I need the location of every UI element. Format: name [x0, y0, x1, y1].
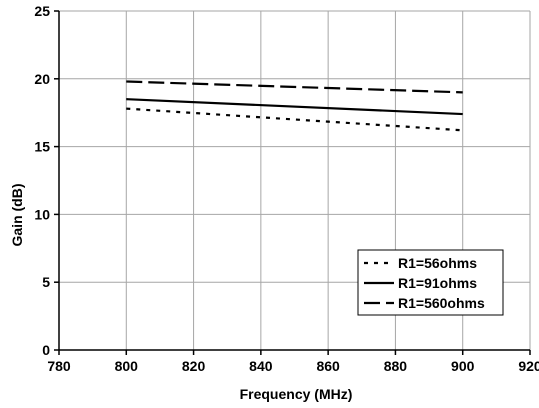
legend-label: R1=560ohms — [398, 295, 485, 311]
y-axis-title: Gain (dB) — [9, 184, 25, 247]
x-tick-label: 780 — [47, 358, 71, 374]
x-tick-label: 900 — [451, 358, 475, 374]
y-tick-label: 15 — [34, 139, 50, 155]
x-tick-label: 860 — [316, 358, 340, 374]
x-axis-title: Frequency (MHz) — [240, 386, 353, 402]
series-line-3 — [126, 80, 463, 94]
x-tick-label: 820 — [182, 358, 206, 374]
axes — [54, 10, 531, 355]
x-tick-label: 920 — [518, 358, 539, 374]
y-tick-label: 0 — [42, 342, 50, 358]
series-line-1 — [126, 107, 463, 132]
y-tick-label: 25 — [34, 3, 50, 19]
legend: R1=56ohms R1=91ohms R1=560ohms — [357, 249, 504, 316]
series-line-2 — [126, 98, 463, 116]
x-tick-label: 840 — [249, 358, 273, 374]
y-tick-label: 5 — [42, 274, 50, 290]
y-tick-label: 20 — [34, 71, 50, 87]
x-tick-label: 800 — [115, 358, 139, 374]
tick-labels: 780 800 820 840 860 880 900 920 0 5 10 15 20 25 — [34, 3, 539, 374]
x-tick-label: 880 — [384, 358, 408, 374]
legend-label: R1=91ohms — [398, 275, 477, 291]
grid — [58, 10, 531, 351]
y-tick-label: 10 — [34, 206, 50, 222]
legend-label: R1=56ohms — [398, 255, 477, 271]
series-lines — [126, 80, 463, 132]
